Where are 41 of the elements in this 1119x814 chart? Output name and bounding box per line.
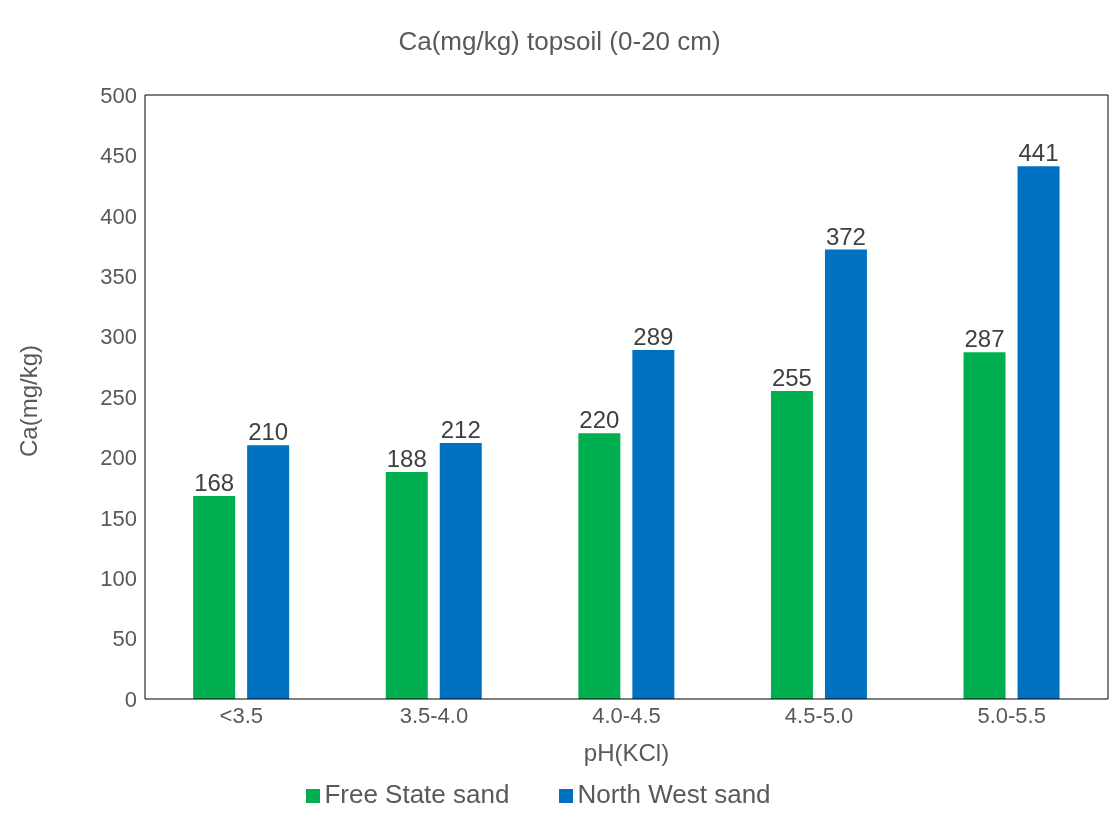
data-label: 289 (633, 322, 674, 350)
y-tick-label: 50 (112, 626, 137, 652)
x-tick-label: 3.5-4.0 (399, 702, 469, 728)
x-tick-label: 4.0-4.5 (592, 702, 661, 728)
bar (824, 249, 867, 699)
y-tick-label: 400 (100, 203, 137, 229)
data-label: 220 (579, 406, 620, 434)
bar (1017, 166, 1060, 699)
y-tick-label: 350 (100, 264, 137, 290)
bar (963, 352, 1006, 699)
bar (439, 442, 482, 699)
x-tick-label: <3.5 (219, 702, 264, 728)
bar (770, 390, 813, 699)
y-tick-label: 450 (100, 143, 137, 169)
x-tick-label: 4.5-5.0 (784, 702, 854, 728)
data-label: 287 (964, 325, 1005, 353)
data-label: 188 (386, 444, 427, 472)
chart-title: Ca(mg/kg) topsoil (0-20 cm) (397, 25, 722, 58)
y-tick-label: 500 (100, 82, 137, 108)
bar (578, 433, 621, 699)
bar (193, 496, 236, 699)
data-label: 372 (825, 222, 866, 250)
y-tick-label: 150 (100, 505, 137, 531)
data-label: 212 (440, 415, 481, 443)
y-axis-title: Ca(mg/kg) (14, 344, 42, 457)
y-tick-label: 100 (100, 566, 137, 592)
legend-label: Free State sand (324, 779, 510, 809)
bar (385, 471, 428, 699)
x-tick-label: 5.0-5.5 (977, 702, 1046, 728)
y-tick-label: 0 (124, 686, 137, 712)
x-axis-title: pH(KCl) (583, 739, 670, 766)
legend-label: North West sand (577, 779, 771, 809)
y-tick-label: 300 (100, 324, 137, 350)
bar (632, 349, 675, 699)
data-label: 168 (194, 469, 235, 497)
data-label: 441 (1018, 139, 1059, 167)
y-tick-label: 250 (100, 384, 137, 410)
y-tick-label: 200 (100, 445, 137, 471)
bar (247, 445, 290, 699)
data-label: 255 (771, 363, 812, 391)
data-label: 210 (248, 418, 289, 446)
